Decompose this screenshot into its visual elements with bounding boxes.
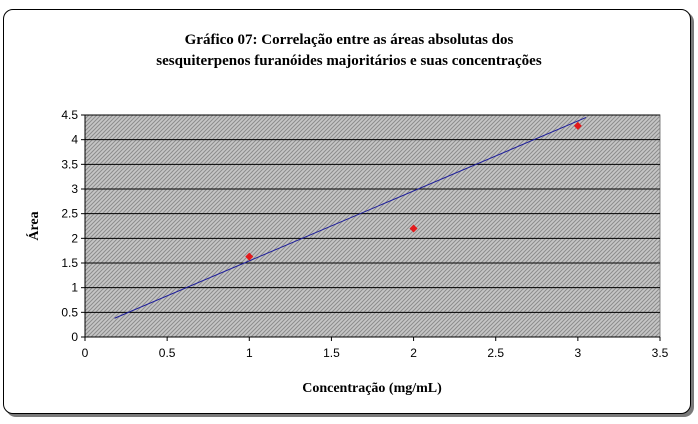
x-tick-labels: 0 0.5 1 1.5 2 2.5 3 3.5 [82, 346, 669, 360]
chart-title: Gráfico 07: Correlação entre as áreas ab… [184, 32, 514, 48]
y-tick-label: 3 [71, 182, 78, 196]
y-tick-label: 4.5 [61, 108, 78, 122]
data-point-diamond [573, 121, 582, 130]
x-tick-label: 3.5 [652, 346, 669, 360]
y-tick-label: 1 [71, 281, 78, 295]
y-tick-label: 4 [71, 133, 78, 147]
x-axis-label: Concentração (mg/mL) [302, 381, 442, 396]
y-tick-labels: 0 0.5 1 1.5 2 2.5 3 3.5 4 4.5 [61, 108, 78, 344]
x-tick-label: 2.5 [487, 346, 504, 360]
y-tick-label: 0 [71, 330, 78, 344]
y-tick-label: 1.5 [61, 256, 78, 270]
x-tick-label: 0 [82, 346, 89, 360]
x-tick-label: 2 [410, 346, 417, 360]
y-tick-label: 2 [71, 231, 78, 245]
trendline [114, 117, 587, 319]
y-axis-label: Área [25, 211, 42, 240]
gridlines [85, 114, 660, 313]
data-point-diamond [409, 224, 418, 233]
x-tick-label: 3 [575, 346, 582, 360]
y-tick-label: 2.5 [61, 207, 78, 221]
x-tick-label: 1 [246, 346, 253, 360]
y-tick-label: 0.5 [61, 305, 78, 319]
series-group [114, 117, 587, 319]
chart-subtitle: sesquiterpenos furanóides majoritários e… [156, 53, 542, 69]
x-tick-label: 0.5 [159, 346, 176, 360]
chart-title-block: Gráfico 07: Correlação entre as áreas ab… [0, 30, 698, 72]
plot-area [84, 114, 661, 338]
x-tick-label: 1.5 [323, 346, 340, 360]
data-point-diamond [245, 252, 254, 261]
axes [81, 114, 661, 341]
y-tick-label: 3.5 [61, 157, 78, 171]
